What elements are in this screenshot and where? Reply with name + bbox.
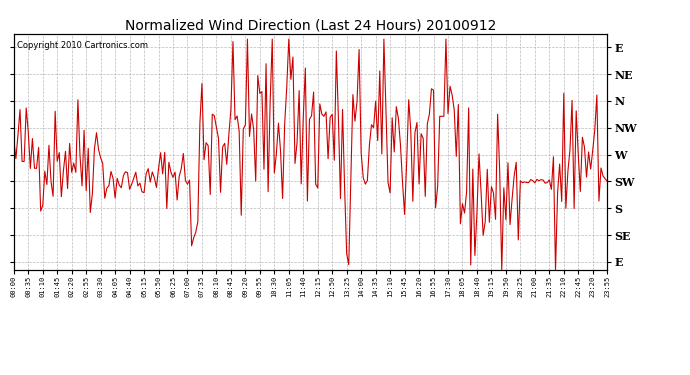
Text: Copyright 2010 Cartronics.com: Copyright 2010 Cartronics.com [17, 41, 148, 50]
Title: Normalized Wind Direction (Last 24 Hours) 20100912: Normalized Wind Direction (Last 24 Hours… [125, 19, 496, 33]
